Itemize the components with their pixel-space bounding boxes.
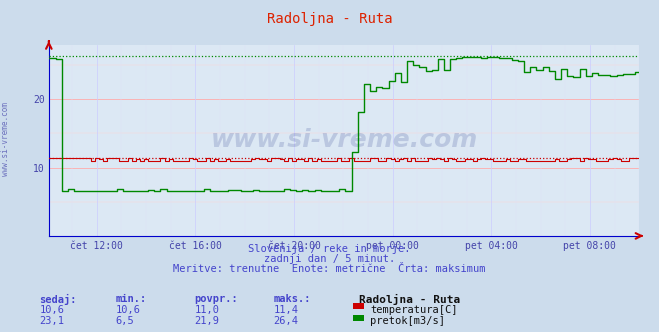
- Text: temperatura[C]: temperatura[C]: [370, 305, 458, 315]
- Text: 26,4: 26,4: [273, 316, 299, 326]
- Text: Radoljna - Ruta: Radoljna - Ruta: [267, 12, 392, 26]
- Text: sedaj:: sedaj:: [40, 294, 77, 305]
- Text: 11,4: 11,4: [273, 305, 299, 315]
- Text: maks.:: maks.:: [273, 294, 311, 304]
- Text: www.si-vreme.com: www.si-vreme.com: [211, 128, 478, 152]
- Text: www.si-vreme.com: www.si-vreme.com: [1, 103, 10, 176]
- Text: min.:: min.:: [115, 294, 146, 304]
- Text: 21,9: 21,9: [194, 316, 219, 326]
- Text: Slovenija / reke in morje.: Slovenija / reke in morje.: [248, 244, 411, 254]
- Text: povpr.:: povpr.:: [194, 294, 238, 304]
- Text: pretok[m3/s]: pretok[m3/s]: [370, 316, 445, 326]
- Text: zadnji dan / 5 minut.: zadnji dan / 5 minut.: [264, 254, 395, 264]
- Text: Radoljna - Ruta: Radoljna - Ruta: [359, 294, 461, 305]
- Text: 23,1: 23,1: [40, 316, 65, 326]
- Text: Meritve: trenutne  Enote: metrične  Črta: maksimum: Meritve: trenutne Enote: metrične Črta: …: [173, 264, 486, 274]
- Text: 10,6: 10,6: [40, 305, 65, 315]
- Text: 6,5: 6,5: [115, 316, 134, 326]
- Text: 11,0: 11,0: [194, 305, 219, 315]
- Text: 10,6: 10,6: [115, 305, 140, 315]
